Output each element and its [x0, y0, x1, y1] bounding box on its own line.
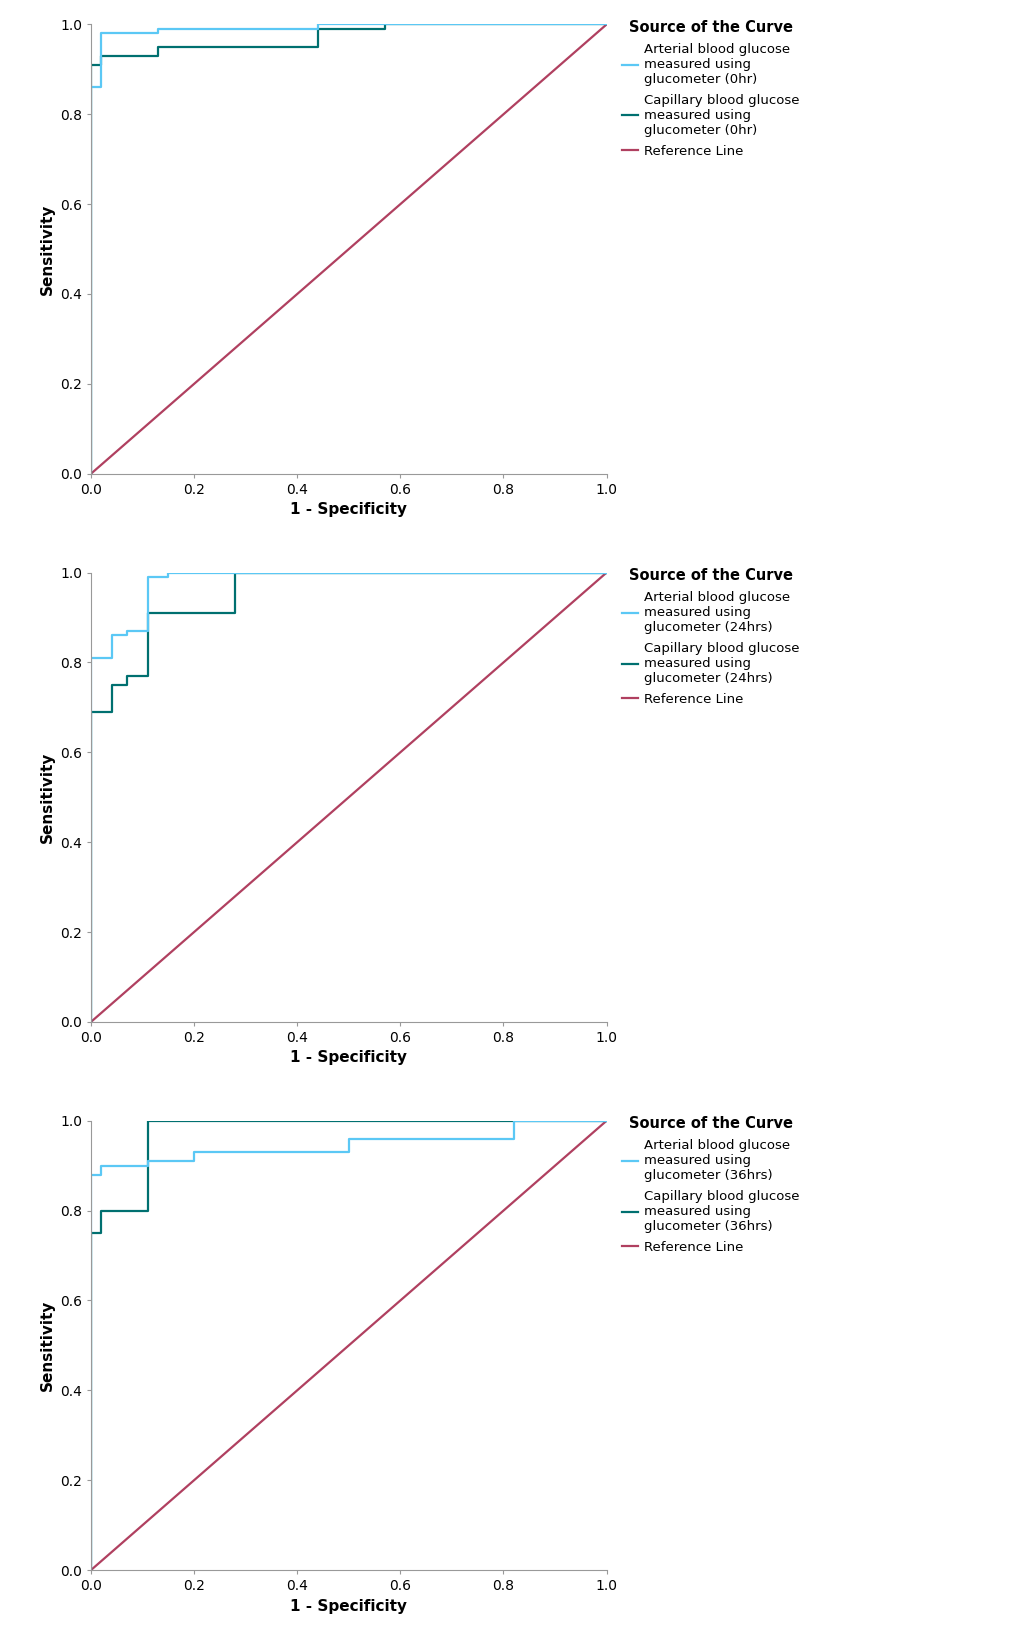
Legend: Arterial blood glucose
measured using
glucometer (24hrs), Capillary blood glucos: Arterial blood glucose measured using gl…	[622, 568, 800, 706]
X-axis label: 1 - Specificity: 1 - Specificity	[290, 503, 407, 517]
Legend: Arterial blood glucose
measured using
glucometer (36hrs), Capillary blood glucos: Arterial blood glucose measured using gl…	[622, 1116, 800, 1254]
Y-axis label: Sensitivity: Sensitivity	[39, 1300, 55, 1391]
Y-axis label: Sensitivity: Sensitivity	[39, 752, 55, 843]
Y-axis label: Sensitivity: Sensitivity	[39, 203, 55, 294]
Legend: Arterial blood glucose
measured using
glucometer (0hr), Capillary blood glucose
: Arterial blood glucose measured using gl…	[622, 20, 800, 158]
X-axis label: 1 - Specificity: 1 - Specificity	[290, 1599, 407, 1614]
X-axis label: 1 - Specificity: 1 - Specificity	[290, 1051, 407, 1066]
